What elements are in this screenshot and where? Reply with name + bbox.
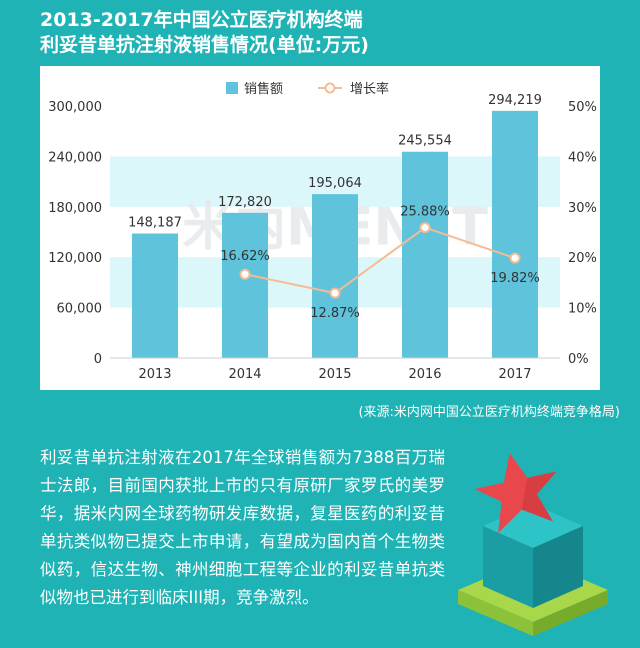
x-tick-label: 2013: [138, 367, 171, 382]
growth-value-label: 16.62%: [220, 249, 270, 264]
y-left-tick-label: 180,000: [48, 201, 102, 216]
chart-title: 2013-2017年中国公立医疗机构终端 利妥昔单抗注射液销售情况(单位:万元): [40, 8, 600, 58]
bar-2017: [492, 110, 538, 358]
growth-point-2014: [239, 268, 251, 280]
x-tick-label: 2014: [228, 367, 261, 382]
chart-svg: 米内MENET060,000120,000180,000240,000300,0…: [48, 81, 597, 382]
y-left-tick-label: 120,000: [48, 251, 102, 266]
x-tick-label: 2015: [318, 367, 351, 382]
y-right-tick-label: 30%: [568, 201, 597, 216]
bar-value-label: 172,820: [218, 195, 272, 210]
y-left-tick-label: 0: [94, 352, 102, 367]
growth-point-2016: [419, 222, 431, 234]
growth-value-label: 12.87%: [310, 306, 360, 321]
star-icon: [474, 452, 557, 534]
source-note: (来源:米内网中国公立医疗机构终端竞争格局): [358, 405, 620, 420]
growth-point-2015: [329, 287, 341, 299]
bar-2016: [402, 151, 448, 358]
bar-2013: [132, 233, 178, 358]
y-right-tick-label: 0%: [568, 352, 589, 367]
y-left-tick-label: 60,000: [57, 302, 103, 317]
title-line-2: 利妥昔单抗注射液销售情况(单位:万元): [40, 34, 369, 56]
x-tick-label: 2017: [498, 367, 531, 382]
bar-value-label: 245,554: [398, 134, 452, 149]
y-right-tick-label: 50%: [568, 100, 597, 115]
decoration-illustration: [458, 452, 608, 636]
y-left-tick-label: 300,000: [48, 100, 102, 115]
y-left-tick-label: 240,000: [48, 150, 102, 165]
box-icon: [483, 504, 583, 608]
bar-value-label: 195,064: [308, 176, 362, 191]
body-paragraph: 利妥昔单抗注射液在2017年全球销售额为7388百万瑞士法郎，目前国内获批上市的…: [40, 448, 445, 607]
bar-2014: [222, 212, 268, 358]
y-right-tick-label: 40%: [568, 150, 597, 165]
legend-swatch-sales: [226, 82, 238, 94]
legend-marker-growth: [324, 82, 336, 94]
growth-value-label: 19.82%: [490, 271, 540, 286]
bar-value-label: 148,187: [128, 216, 182, 231]
chart-card: 米内MENET060,000120,000180,000240,000300,0…: [40, 66, 600, 390]
bar-2015: [312, 194, 358, 358]
bar-value-label: 294,219: [488, 93, 542, 108]
legend-label-growth: 增长率: [350, 81, 389, 97]
y-right-tick-label: 20%: [568, 251, 597, 266]
growth-value-label: 25.88%: [400, 205, 450, 220]
title-line-1: 2013-2017年中国公立医疗机构终端: [40, 9, 363, 31]
x-tick-label: 2016: [408, 367, 441, 382]
y-right-tick-label: 10%: [568, 302, 597, 317]
growth-rate-line: [244, 226, 516, 295]
legend-label-sales: 销售额: [244, 81, 283, 97]
legend: 销售额 增长率: [226, 81, 389, 97]
growth-point-2017: [509, 252, 521, 264]
